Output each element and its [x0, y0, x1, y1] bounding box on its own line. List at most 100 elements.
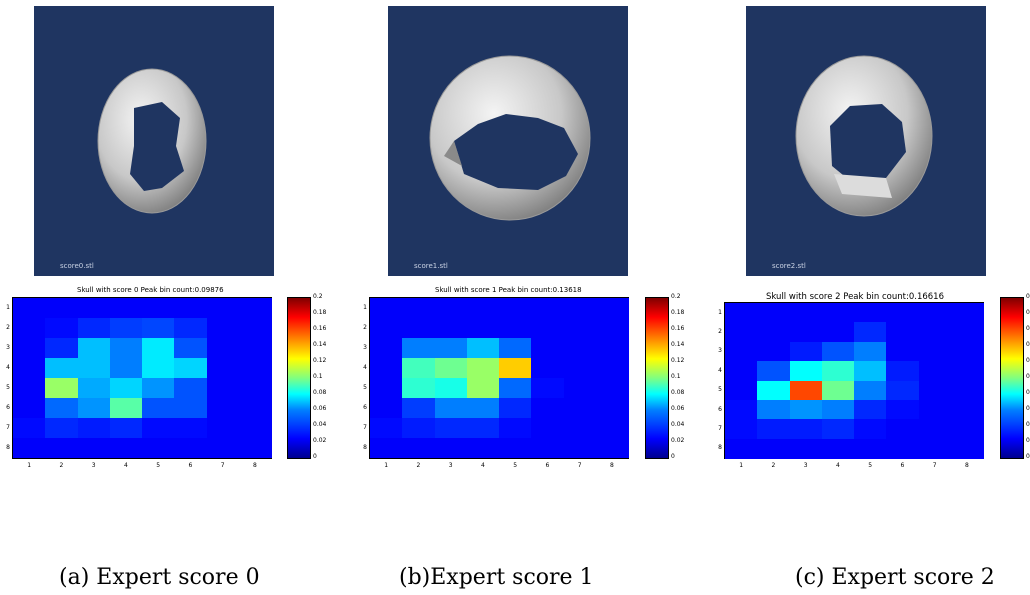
- heatmap-cell: [238, 378, 272, 398]
- heatmap-cell: [531, 398, 565, 418]
- heatmap-cell: [821, 380, 855, 401]
- heatmap-grid: [369, 297, 629, 459]
- heatmap-cell: [109, 398, 143, 418]
- heatmap-cell: [950, 361, 984, 382]
- heatmap-cell: [563, 398, 597, 418]
- heatmap-cell: [821, 419, 855, 440]
- heatmap-cell: [466, 338, 500, 358]
- heatmap-cell: [77, 318, 111, 338]
- y-tick-label: 6: [6, 404, 10, 411]
- heatmap-cell: [886, 341, 920, 362]
- heatmap-cell: [174, 318, 208, 338]
- heatmap-cell: [499, 438, 532, 458]
- colorbar-tick-label: 0.08: [313, 389, 327, 396]
- heatmap-cell: [499, 358, 532, 378]
- heatmap-cell: [821, 322, 855, 343]
- skull-b-graphic: [429, 55, 591, 221]
- heatmap-cell: [142, 378, 175, 398]
- heatmap-cell: [821, 341, 855, 362]
- figure-caption: (c) Expert score 2: [795, 565, 995, 590]
- heatmap-cell: [595, 358, 629, 378]
- colorbar-tick-label: 0: [1026, 341, 1030, 348]
- heatmap-cell: [466, 418, 500, 438]
- heatmap-cell: [402, 418, 436, 438]
- x-tick-label: 2: [771, 462, 776, 469]
- heatmap-cell: [499, 398, 532, 418]
- x-tick-label: 3: [803, 462, 808, 469]
- heatmap-cell: [499, 338, 532, 358]
- heatmap-cell: [77, 358, 111, 378]
- heatmap-grid: [724, 302, 984, 459]
- heatmap-cell: [466, 358, 500, 378]
- heatmap-cell: [757, 438, 791, 459]
- colorbar-tick-label: 0.1: [313, 373, 323, 380]
- heatmap-cell: [206, 418, 240, 438]
- heatmap-cell: [109, 418, 143, 438]
- heatmap-cell: [238, 418, 272, 438]
- heatmap-cell: [789, 303, 823, 323]
- render-label: score0.stl: [60, 262, 94, 270]
- heatmap-cell: [434, 398, 468, 418]
- render-label: score2.stl: [772, 262, 806, 270]
- heatmap-cell: [238, 298, 272, 318]
- heatmap-cell: [370, 378, 403, 398]
- heatmap-cell: [206, 298, 240, 318]
- colorbar-tick-label: 0.18: [313, 309, 327, 316]
- panel-a: score0.stl Skull with score 0 Peak bin c…: [0, 0, 340, 595]
- heatmap-cell: [886, 438, 920, 459]
- colorbar-tick-label: 0.06: [671, 405, 685, 412]
- heatmap-cell: [886, 419, 920, 440]
- render-label: score1.stl: [414, 262, 448, 270]
- x-tick-label: 3: [448, 462, 453, 469]
- colorbar-tick-label: 0: [1026, 437, 1030, 444]
- y-tick-label: 1: [718, 308, 722, 316]
- heatmap-cell: [886, 303, 920, 323]
- heatmap-cell: [789, 399, 823, 420]
- heatmap-cell: [563, 378, 597, 398]
- heatmap-cell: [789, 380, 823, 401]
- heatmap-cell: [77, 438, 111, 458]
- heatmap-cell: [789, 341, 823, 362]
- heatmap-cell: [142, 438, 175, 458]
- heatmap-cell: [142, 398, 175, 418]
- heatmap-cell: [821, 361, 855, 382]
- heatmap-cell: [595, 438, 629, 458]
- heatmap-cell: [206, 398, 240, 418]
- heatmap-cell: [206, 338, 240, 358]
- heatmap-cell: [370, 358, 403, 378]
- heatmap-cell: [950, 380, 984, 401]
- colorbar-tick-label: 0: [1026, 373, 1030, 380]
- x-tick-label: 5: [156, 462, 161, 469]
- x-tick-label: 4: [835, 462, 840, 469]
- heatmap-cell: [142, 318, 175, 338]
- heatmap-cell: [854, 380, 887, 401]
- x-tick-label: 2: [59, 462, 64, 469]
- heatmap-cell: [13, 338, 46, 358]
- heatmap-cell: [77, 338, 111, 358]
- y-tick-label: 7: [6, 424, 10, 431]
- heatmap-cell: [595, 298, 629, 318]
- heatmap-cell: [434, 298, 468, 318]
- heatmap-cell: [499, 418, 532, 438]
- heatmap-cell: [370, 298, 403, 318]
- heatmap-cell: [918, 341, 952, 362]
- heatmap-cell: [402, 378, 436, 398]
- heatmap-title: Skull with score 1 Peak bin count:0.1361…: [435, 286, 582, 294]
- heatmap-cell: [563, 298, 597, 318]
- heatmap-cell: [789, 361, 823, 382]
- y-tick-label: 1: [363, 304, 367, 311]
- heatmap-cell: [13, 438, 46, 458]
- heatmap-title: Skull with score 0 Peak bin count:0.0987…: [77, 286, 224, 294]
- x-tick-label: 3: [91, 462, 96, 469]
- y-tick-label: 4: [718, 366, 722, 374]
- colorbar: [645, 297, 669, 459]
- heatmap-cell: [595, 338, 629, 358]
- heatmap-cell: [918, 303, 952, 323]
- colorbar-tick-label: 0.16: [313, 325, 327, 332]
- heatmap-cell: [918, 322, 952, 343]
- heatmap-cell: [854, 419, 887, 440]
- heatmap-cell: [370, 438, 403, 458]
- heatmap-cell: [757, 380, 791, 401]
- heatmap-cell: [45, 418, 79, 438]
- heatmap-cell: [13, 418, 46, 438]
